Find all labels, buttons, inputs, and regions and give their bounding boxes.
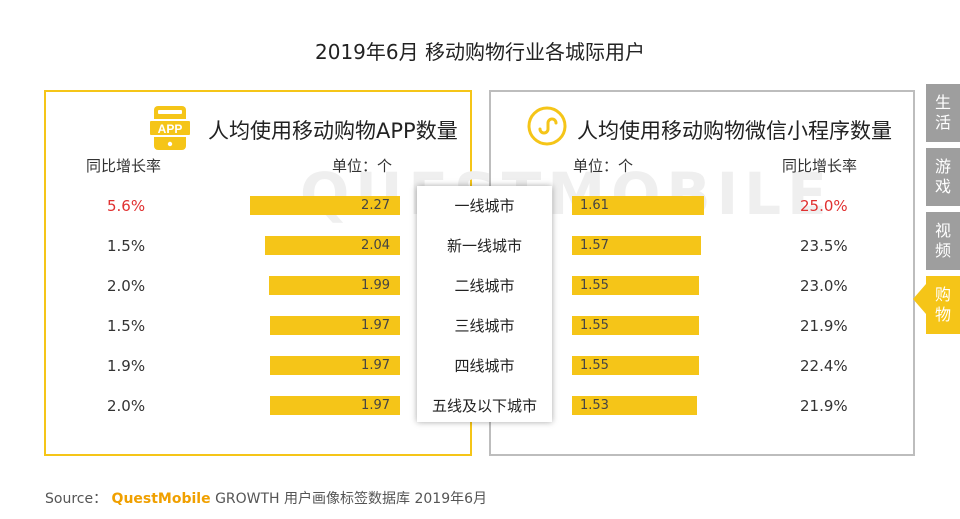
- active-tab-pointer: [913, 284, 926, 314]
- mini-program-growth-rate: 21.9%: [800, 317, 848, 335]
- app-growth-rate: 2.0%: [107, 397, 146, 415]
- app-bar: 1.99: [269, 276, 400, 295]
- app-growth-rate: 1.5%: [107, 317, 146, 335]
- app-growth-header: 同比增长率: [86, 157, 162, 175]
- city-tier-label: 三线城市: [454, 317, 515, 335]
- mini-program-bar: 1.55: [572, 316, 699, 335]
- app-icon-label: APP: [158, 122, 183, 136]
- app-bar: 2.27: [250, 196, 400, 215]
- app-panel-heading: 人均使用移动购物APP数量: [208, 119, 458, 143]
- city-tier-label: 一线城市: [454, 197, 515, 215]
- side-tab[interactable]: 游戏: [926, 148, 960, 206]
- mini-program-growth-rate: 23.0%: [800, 277, 848, 295]
- mini-program-bar: 1.55: [572, 276, 699, 295]
- side-tab[interactable]: 视频: [926, 212, 960, 270]
- app-icon: APP: [148, 106, 192, 150]
- app-growth-rate: 1.9%: [107, 357, 146, 375]
- app-bar: 1.97: [270, 316, 400, 335]
- mini-program-growth-header: 同比增长率: [782, 157, 858, 175]
- source-prefix: Source：: [45, 491, 108, 507]
- app-growth-rate: 1.5%: [107, 237, 146, 255]
- city-tier-label: 二线城市: [454, 277, 515, 295]
- app-bar: 1.97: [270, 356, 400, 375]
- mini-program-bar: 1.57: [572, 236, 701, 255]
- source-note: Source： QuestMobile GROWTH 用户画像标签数据库 201…: [45, 488, 487, 508]
- mini-program-unit-label: 单位：个: [573, 157, 634, 175]
- mini-program-panel: 人均使用移动购物微信小程序数量: [489, 90, 915, 456]
- mini-program-growth-rate: 21.9%: [800, 397, 848, 415]
- mini-program-bar: 1.55: [572, 356, 699, 375]
- source-brand: QuestMobile: [111, 491, 211, 507]
- mini-program-growth-rate: 22.4%: [800, 357, 848, 375]
- app-bar: 2.04: [265, 236, 400, 255]
- side-tab[interactable]: 购物: [926, 276, 960, 334]
- city-tier-list: 一线城市新一线城市二线城市三线城市四线城市五线及以下城市: [417, 186, 552, 422]
- source-text: GROWTH 用户画像标签数据库 2019年6月: [215, 491, 488, 507]
- mini-program-icon: [527, 106, 567, 146]
- page-title: 2019年6月 移动购物行业各城际用户: [315, 40, 645, 64]
- mini-program-panel-heading: 人均使用移动购物微信小程序数量: [577, 119, 892, 143]
- app-growth-rate: 5.6%: [107, 197, 146, 215]
- city-tier-label: 新一线城市: [446, 237, 522, 255]
- mini-program-growth-rate: 23.5%: [800, 237, 848, 255]
- app-panel: APP 人均使用移动购物APP数量: [44, 90, 472, 456]
- app-growth-rate: 2.0%: [107, 277, 146, 295]
- mini-program-bar: 1.61: [572, 196, 704, 215]
- mini-program-growth-rate: 25.0%: [800, 197, 848, 215]
- app-bar: 1.97: [270, 396, 400, 415]
- city-tier-label: 四线城市: [454, 357, 515, 375]
- city-tier-label: 五线及以下城市: [431, 397, 537, 415]
- app-unit-label: 单位：个: [332, 157, 393, 175]
- mini-program-bar: 1.53: [572, 396, 697, 415]
- side-tab[interactable]: 生活: [926, 84, 960, 142]
- watermark: QUESTMOBILE: [300, 160, 833, 228]
